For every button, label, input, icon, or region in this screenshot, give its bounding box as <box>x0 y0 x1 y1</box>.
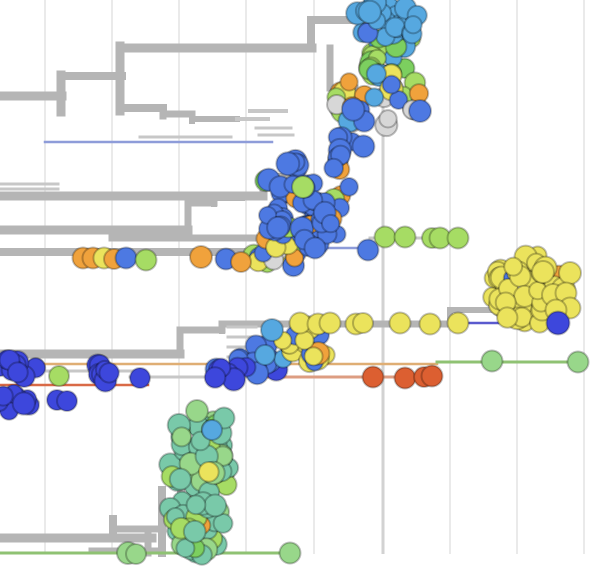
tree-tip-node[interactable] <box>56 390 78 412</box>
tree-tip-node[interactable] <box>291 175 315 199</box>
tree-tip-node[interactable] <box>378 109 398 129</box>
tree-tip-node[interactable] <box>446 226 470 250</box>
tree-tip-node[interactable] <box>531 260 555 284</box>
tree-tip-node[interactable] <box>393 366 417 390</box>
tree-tip-node[interactable] <box>340 97 366 122</box>
tree-tip-node[interactable] <box>566 350 590 374</box>
tree-tip-node[interactable] <box>357 0 382 25</box>
tree-tip-node[interactable] <box>365 63 387 85</box>
tree-tip-node[interactable] <box>318 311 342 335</box>
tree-tip-node[interactable] <box>323 157 345 179</box>
tree-tip-node[interactable] <box>339 72 359 92</box>
tree-tip-node[interactable] <box>185 399 209 423</box>
tree-tip-node[interactable] <box>203 493 228 518</box>
tree-tip-node[interactable] <box>503 256 524 277</box>
tree-tip-node[interactable] <box>254 344 276 366</box>
tree-tip-node[interactable] <box>320 213 341 234</box>
tree-tip-node[interactable] <box>381 74 402 95</box>
tree-tip-node[interactable] <box>418 312 442 336</box>
tree-tip-node[interactable] <box>558 261 582 285</box>
tree-tip-node[interactable] <box>134 248 158 272</box>
tree-tip-node[interactable] <box>393 225 417 249</box>
tree-tip-node[interactable] <box>364 87 385 108</box>
grid-lines <box>44 0 585 554</box>
tree-tip-node[interactable] <box>408 99 432 123</box>
tree-tip-node[interactable] <box>388 90 409 110</box>
tree-tip-node[interactable] <box>114 246 138 270</box>
tree-tip-node[interactable] <box>275 151 301 177</box>
tree-tip-node[interactable] <box>98 362 120 384</box>
tree-tip-node[interactable] <box>388 311 412 335</box>
tree-tip-node[interactable] <box>446 311 470 335</box>
tree-tip-node[interactable] <box>129 367 151 389</box>
tree-tip-node[interactable] <box>203 366 227 389</box>
tree-tips <box>0 0 590 566</box>
tree-tip-node[interactable] <box>266 215 290 240</box>
tree-tip-node[interactable] <box>278 541 302 565</box>
tree-tip-node[interactable] <box>201 419 223 441</box>
tree-tip-node[interactable] <box>6 361 29 384</box>
tree-tip-node[interactable] <box>260 318 284 342</box>
tree-tip-node[interactable] <box>182 519 207 544</box>
tree-tip-node[interactable] <box>352 312 374 334</box>
tree-tip-node[interactable] <box>48 365 70 387</box>
tree-tip-node[interactable] <box>303 346 324 367</box>
tree-tip-node[interactable] <box>480 349 504 373</box>
tree-tip-node[interactable] <box>356 238 380 262</box>
tree-tip-node[interactable] <box>175 538 196 559</box>
tree-tip-node[interactable] <box>185 494 207 516</box>
tree-tip-node[interactable] <box>545 310 571 336</box>
tree-tip-node[interactable] <box>403 15 423 35</box>
tree-tip-node[interactable] <box>125 543 147 565</box>
tree-tip-node[interactable] <box>420 364 444 388</box>
tree-tip-node[interactable] <box>496 306 519 329</box>
tree-tip-node[interactable] <box>303 236 327 260</box>
tree-tip-node[interactable] <box>168 467 192 491</box>
tree-tip-node[interactable] <box>230 251 252 273</box>
tree-tip-node[interactable] <box>339 177 359 197</box>
tree-tip-node[interactable] <box>11 391 36 416</box>
tree-tip-node[interactable] <box>351 134 376 159</box>
tree-tip-node[interactable] <box>0 385 14 407</box>
tree-tip-node[interactable] <box>189 245 213 269</box>
tree-tip-node[interactable] <box>197 460 220 483</box>
tree-tip-node[interactable] <box>171 426 193 448</box>
tree-tip-node[interactable] <box>212 512 234 534</box>
tree-tip-node[interactable] <box>361 365 385 389</box>
